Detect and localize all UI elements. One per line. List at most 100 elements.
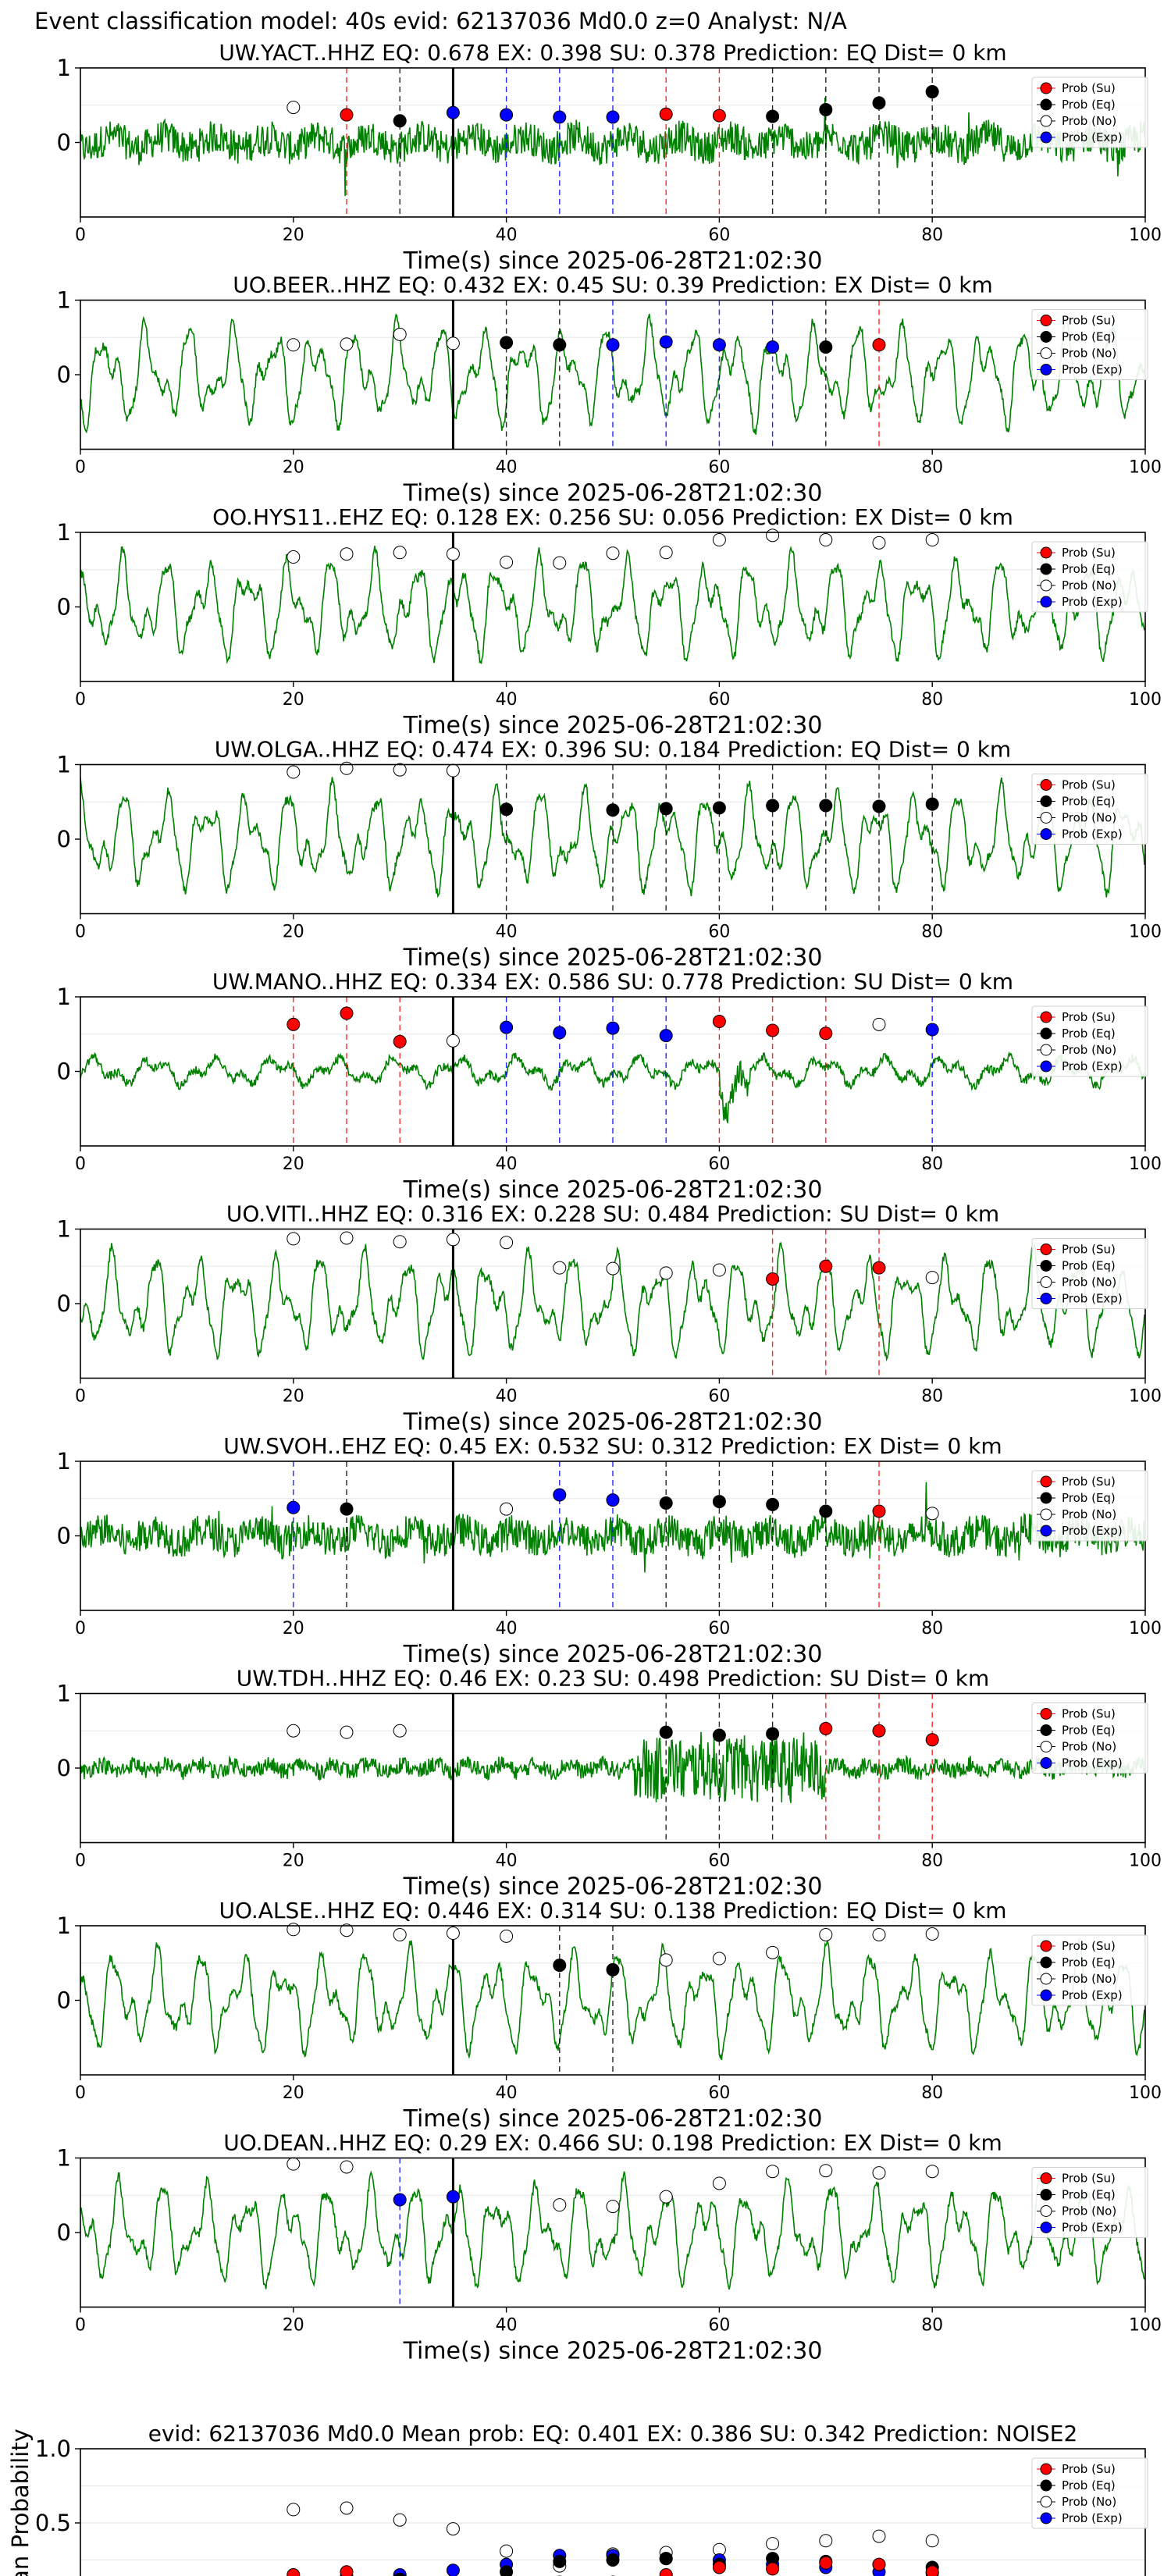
x-tick-label: 0 xyxy=(75,690,86,710)
panel-title: UW.YACT..HHZ EQ: 0.678 EX: 0.398 SU: 0.3… xyxy=(219,40,1006,66)
legend: Prob (Su) Prob (Eq) Prob (No) Prob (Exp) xyxy=(1031,2167,1148,2238)
legend-box xyxy=(1031,1005,1148,1077)
legend-marker-exp xyxy=(1040,2512,1052,2524)
x-tick-label: 60 xyxy=(708,2083,730,2103)
x-axis-label: Time(s) since 2025-06-28T21:02:30 xyxy=(403,2338,823,2365)
legend: Prob (Su) Prob (Eq) Prob (No) Prob (Exp) xyxy=(1031,774,1148,845)
prob-point-no xyxy=(766,528,780,543)
prob-point-su xyxy=(393,1034,407,1048)
legend-label-su: Prob (Su) xyxy=(1062,1707,1116,1721)
x-tick-label: 40 xyxy=(496,1619,518,1638)
legend-label-su: Prob (Su) xyxy=(1062,1243,1116,1257)
prob-point-eq xyxy=(872,799,886,813)
prob-point-su xyxy=(819,1026,833,1041)
legend-marker-eq xyxy=(1040,1724,1052,1736)
prob-point-no xyxy=(819,533,833,547)
waveform xyxy=(80,1242,1145,1362)
prob-point-no xyxy=(340,761,354,775)
mean-point-no xyxy=(393,2513,407,2527)
legend-marker-no xyxy=(1040,1973,1052,1985)
panel-title: UO.BEER..HHZ EQ: 0.432 EX: 0.45 SU: 0.39… xyxy=(233,272,992,298)
prob-point-no xyxy=(712,533,726,547)
prob-point-no xyxy=(446,1927,460,1941)
prob-point-exp xyxy=(553,110,567,124)
prob-point-su xyxy=(819,1721,833,1735)
prob-point-eq xyxy=(500,336,514,350)
legend-marker-su xyxy=(1040,2172,1052,2184)
legend-label-no: Prob (No) xyxy=(1062,578,1116,592)
prob-point-eq xyxy=(819,102,833,116)
x-tick-label: 60 xyxy=(708,1155,730,1174)
y-tick-label: 1 xyxy=(57,2145,71,2172)
prob-point-exp xyxy=(500,1020,514,1034)
mean-point-eq xyxy=(606,2553,620,2567)
prob-point-su xyxy=(340,1006,354,1020)
legend-box xyxy=(1031,2457,1148,2529)
x-tick-label: 0 xyxy=(75,2316,86,2336)
legend-marker-exp xyxy=(1040,828,1052,840)
panel-title: UW.OLGA..HHZ EQ: 0.474 EX: 0.396 SU: 0.1… xyxy=(215,737,1011,763)
prob-point-no xyxy=(606,546,620,560)
prob-point-eq xyxy=(340,1502,354,1516)
legend-label-no: Prob (No) xyxy=(1062,811,1116,825)
x-tick-label: 80 xyxy=(921,2083,943,2103)
x-tick-label: 20 xyxy=(283,458,304,478)
legend-marker-no xyxy=(1040,347,1052,359)
legend-marker-no xyxy=(1040,579,1052,592)
y-tick-label: 0 xyxy=(57,1059,71,1085)
panel-5: UW.MANO..HHZ EQ: 0.334 EX: 0.586 SU: 0.7… xyxy=(57,969,1162,1204)
x-tick-label: 20 xyxy=(283,2316,304,2336)
x-tick-label: 40 xyxy=(496,2083,518,2103)
prob-point-exp xyxy=(446,2190,460,2204)
legend: Prob (Su) Prob (Eq) Prob (No) Prob (Exp) xyxy=(1031,309,1148,380)
legend-marker-su xyxy=(1040,1940,1052,1952)
x-tick-label: 0 xyxy=(75,458,86,478)
x-tick-label: 40 xyxy=(496,458,518,478)
prob-point-eq xyxy=(393,114,407,128)
prob-point-exp xyxy=(659,1029,673,1043)
y-tick-label: 1 xyxy=(57,752,71,778)
mean-point-eq xyxy=(393,2572,406,2576)
prob-point-su xyxy=(925,1733,939,1747)
x-tick-label: 40 xyxy=(496,1155,518,1174)
legend-marker-su xyxy=(1040,779,1052,791)
mean-point-su xyxy=(340,2565,354,2576)
prob-point-no xyxy=(553,2198,567,2212)
legend-marker-su xyxy=(1040,315,1052,326)
prob-point-eq xyxy=(659,1496,673,1510)
legend: Prob (Su) Prob (Eq) Prob (No) Prob (Exp) xyxy=(1031,2457,1148,2529)
x-tick-label: 100 xyxy=(1129,923,1162,942)
legend-label-su: Prob (Su) xyxy=(1062,546,1116,560)
x-tick-label: 0 xyxy=(75,1852,86,1871)
x-axis-label: Time(s) since 2025-06-28T21:02:30 xyxy=(403,1409,823,1436)
prob-point-eq xyxy=(712,801,726,815)
legend-box xyxy=(1031,2167,1148,2238)
mean-point-eq xyxy=(553,2554,567,2568)
prob-point-no xyxy=(872,2166,886,2180)
prob-point-no xyxy=(766,1945,780,1959)
y-tick-label: 1 xyxy=(57,55,71,81)
prob-point-eq xyxy=(819,1504,833,1518)
prob-point-exp xyxy=(766,340,780,354)
legend-marker-su xyxy=(1040,1475,1052,1488)
legend: Prob (Su) Prob (Eq) Prob (No) Prob (Exp) xyxy=(1031,1934,1148,2006)
legend: Prob (Su) Prob (Eq) Prob (No) Prob (Exp) xyxy=(1031,1238,1148,1309)
mean-point-su xyxy=(712,2560,726,2574)
prob-point-no xyxy=(872,535,886,550)
y-tick-label: 1 xyxy=(57,287,71,314)
legend-label-exp: Prob (Exp) xyxy=(1062,595,1123,609)
legend-label-no: Prob (No) xyxy=(1062,1043,1116,1057)
legend-label-exp: Prob (Exp) xyxy=(1062,827,1123,841)
prob-point-no xyxy=(712,1263,726,1277)
legend-marker-no xyxy=(1040,1276,1052,1288)
legend-marker-no xyxy=(1040,115,1052,127)
x-axis-label: Time(s) since 2025-06-28T21:02:30 xyxy=(403,247,823,275)
prob-point-no xyxy=(446,547,460,561)
y-tick-label: 0 xyxy=(57,361,71,388)
y-tick-label: 0 xyxy=(57,130,71,156)
legend-label-eq: Prob (Eq) xyxy=(1062,2188,1116,2202)
prob-point-eq xyxy=(553,338,567,352)
x-tick-label: 80 xyxy=(921,690,943,710)
legend-marker-exp xyxy=(1040,1989,1052,2001)
legend: Prob (Su) Prob (Eq) Prob (No) Prob (Exp) xyxy=(1031,1470,1148,1542)
